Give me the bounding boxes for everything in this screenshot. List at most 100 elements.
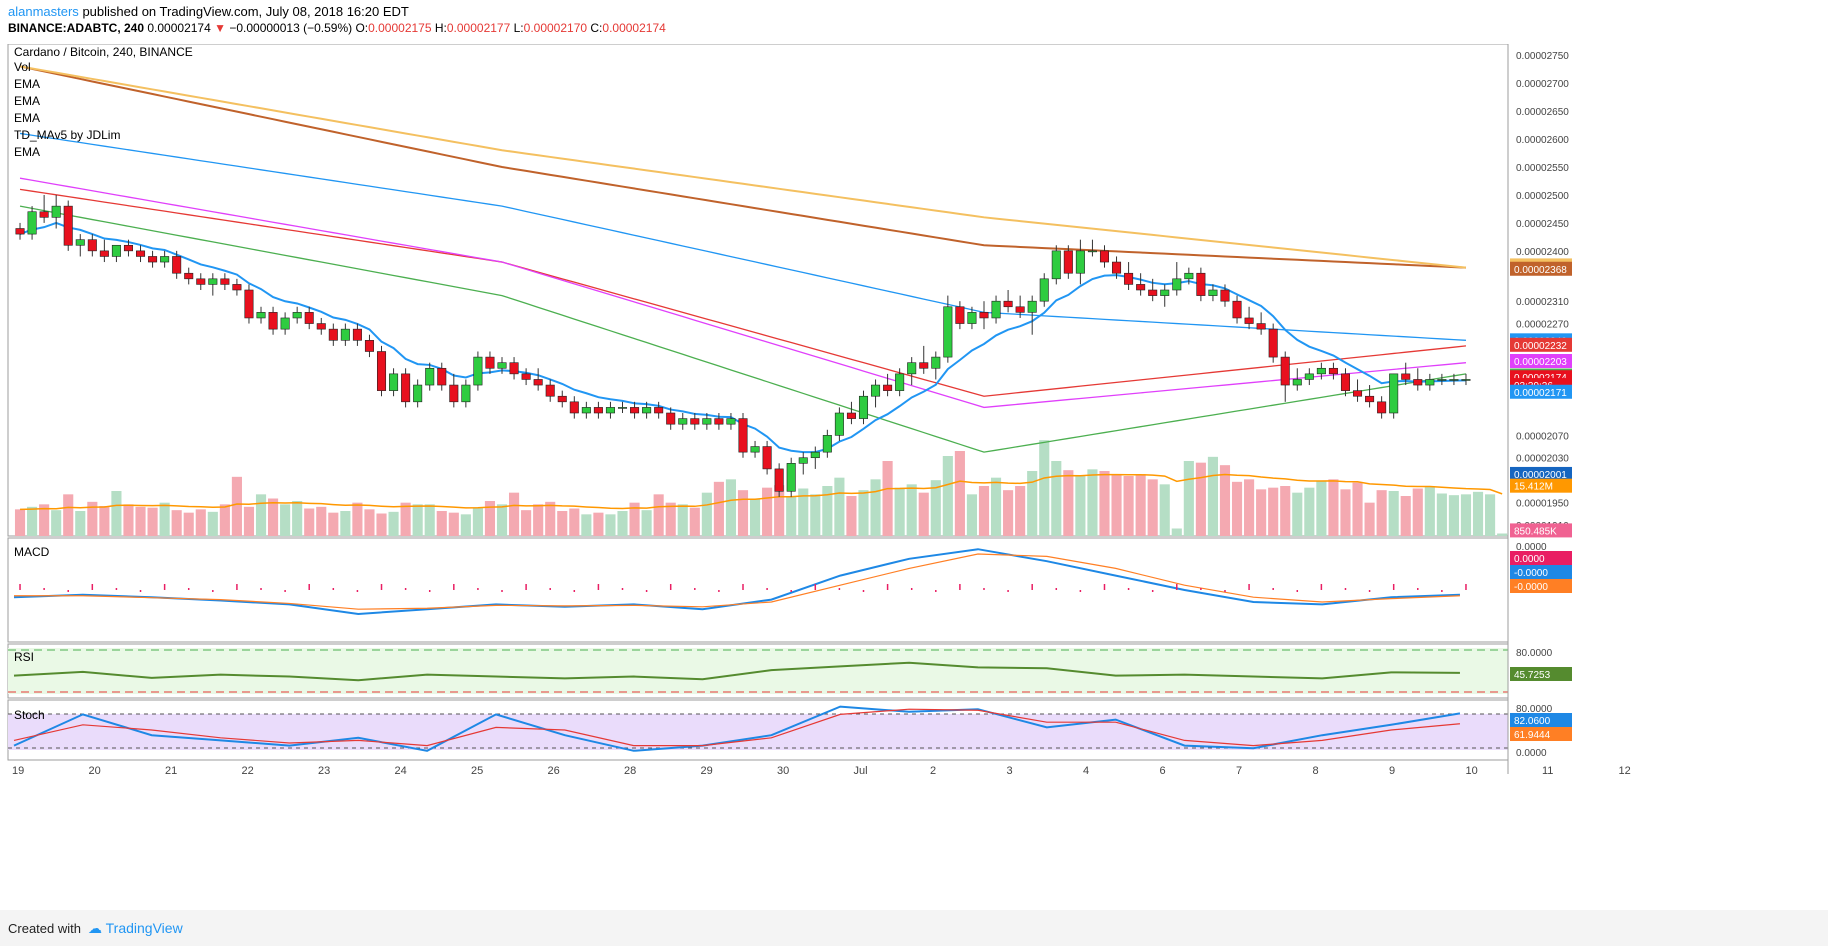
tradingview-logo[interactable]: ☁ TradingView: [88, 920, 183, 936]
volume-bar: [63, 494, 74, 536]
volume-bar: [1111, 474, 1122, 536]
volume-bar: [412, 504, 423, 536]
volume-bar: [1268, 487, 1279, 536]
candle-body: [220, 278, 230, 285]
candle-body: [316, 323, 326, 330]
candle-body: [304, 312, 314, 324]
volume-bar: [304, 508, 315, 536]
candle-body: [895, 373, 905, 391]
candle-body: [846, 412, 856, 419]
candle-body: [401, 373, 411, 403]
chart-canvas[interactable]: 0.00002750 0.00002700 0.00002650 0.00002600…: [0, 44, 1828, 910]
x-tick-label: 22: [242, 765, 254, 777]
candle-body: [1377, 401, 1387, 414]
candle-body: [1148, 289, 1158, 296]
legend-item-vol: Vol: [14, 60, 31, 74]
volume-bar: [713, 481, 724, 536]
candle-body: [1172, 278, 1182, 291]
volume-bar: [484, 501, 496, 536]
candle-body: [1184, 272, 1194, 280]
volume-bar: [1352, 482, 1363, 536]
volume-bar: [557, 511, 568, 536]
candle-body: [1003, 300, 1013, 308]
volume-bar: [1087, 469, 1098, 536]
volume-bar: [1485, 494, 1496, 536]
indicator-tag-text: 0.0000: [1514, 554, 1545, 565]
volume-bar: [508, 492, 520, 536]
volume-bar: [846, 496, 857, 536]
macd-line-2: [14, 553, 1460, 610]
candle-body: [871, 384, 881, 397]
candle-body: [919, 362, 929, 369]
candle-body: [907, 362, 917, 375]
candle-body: [1196, 272, 1206, 296]
indicator-tag-text: 82.0600: [1514, 716, 1551, 727]
price-tag: [1510, 261, 1572, 276]
indicator-tag-text: 45.7253: [1514, 670, 1551, 681]
volume-bar: [1292, 492, 1303, 536]
candle-body: [822, 435, 832, 453]
volume-bar: [725, 479, 737, 536]
candle-body: [425, 367, 435, 386]
close-value: 0.00002174: [602, 21, 666, 35]
candle-body: [1136, 284, 1146, 291]
rsi-title: RSI: [14, 650, 34, 664]
candle-body: [1425, 379, 1435, 386]
volume-bar: [14, 509, 26, 536]
volume-bar: [918, 492, 929, 536]
candle-body: [352, 328, 362, 341]
volume-bar: [1436, 493, 1447, 536]
x-tick-label: 8: [1313, 765, 1319, 777]
candle-body: [1051, 250, 1061, 280]
volume-bar: [87, 501, 98, 536]
volume-bar: [882, 461, 893, 536]
legend-item-ema-4: EMA: [14, 145, 40, 159]
author-link[interactable]: alanmasters: [8, 4, 79, 19]
symbol-label[interactable]: BINANCE:ADABTC, 240: [8, 21, 145, 35]
candle-body: [786, 463, 796, 492]
candle-body: [1063, 250, 1073, 274]
x-tick-label: 7: [1236, 765, 1242, 777]
candle-body: [256, 312, 266, 319]
volume-bar: [460, 514, 471, 536]
volume-bar: [472, 507, 483, 536]
volume-bar: [448, 512, 459, 536]
legend-title: Cardano / Bitcoin, 240, BINANCE: [14, 45, 193, 59]
volume-bar: [231, 476, 242, 536]
ema-line-2: [19, 65, 1467, 269]
volume-bar: [617, 511, 628, 536]
volume-bar: [737, 490, 749, 536]
candle-body: [232, 284, 242, 291]
candle-body: [364, 340, 374, 352]
volume-bar: [701, 492, 712, 536]
volume-bar: [1472, 491, 1484, 536]
volume-bar: [966, 494, 978, 536]
ema-line-6: [19, 205, 1467, 453]
candle-body: [1413, 379, 1423, 386]
y-tick-label: 0.00001950: [1516, 498, 1569, 509]
candle-body: [148, 256, 158, 263]
volume-bar: [39, 504, 50, 536]
published-text: published on TradingView.com, July 08, 2…: [82, 4, 409, 19]
candle-body: [1401, 373, 1411, 380]
low-value: 0.00002170: [523, 21, 588, 35]
candle-body: [87, 239, 97, 252]
volume-bar: [1159, 484, 1170, 536]
volume-bar: [183, 512, 194, 536]
volume-bar: [1448, 495, 1459, 536]
volume-bar: [316, 506, 327, 536]
candle-body: [1160, 289, 1170, 296]
price-tag: [1510, 337, 1572, 352]
volume-bar: [521, 510, 532, 536]
candle-body: [1292, 379, 1302, 386]
x-tick-label: 29: [701, 765, 713, 777]
indicator-tag-text: 61.9444: [1514, 730, 1551, 741]
volume-bar: [1015, 486, 1026, 536]
candle-body: [244, 289, 254, 319]
volume-bar: [111, 491, 122, 536]
candle-body: [485, 356, 495, 369]
price-tag: [1510, 354, 1572, 369]
candle-body: [726, 418, 736, 425]
volume-bar: [774, 485, 785, 536]
candle-body: [1316, 367, 1326, 375]
